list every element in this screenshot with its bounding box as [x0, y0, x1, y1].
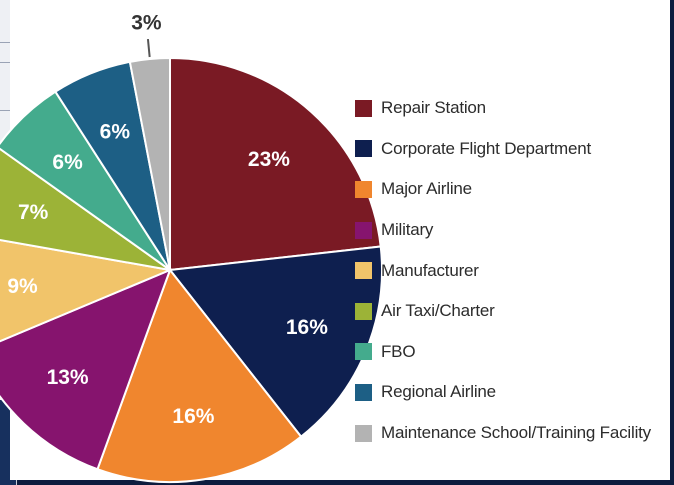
pie-label-maintenance-school-training-facility: 3% [131, 12, 162, 35]
pie-slice-military [0, 268, 172, 471]
legend-label: Repair Station [381, 98, 486, 118]
legend-item-repair-station: Repair Station [355, 88, 651, 129]
pie-label-repair-station: 23% [248, 148, 290, 171]
pie-slices [0, 56, 383, 483]
pie-label-corporate-flight-department: 16% [286, 316, 328, 339]
legend-swatch [355, 180, 372, 198]
legend-item-maintenance-school-training-facility: Maintenance School/Training Facility [355, 413, 651, 454]
legend-label: Major Airline [381, 179, 472, 199]
legend: Repair Station Corporate Flight Departmen… [355, 88, 651, 453]
legend-swatch [355, 221, 372, 239]
legend-item-corporate-flight-department: Corporate Flight Department [355, 129, 651, 170]
pie-label-major-airline: 16% [172, 405, 214, 428]
legend-label: Corporate Flight Department [381, 138, 592, 158]
pie-leader-line [146, 38, 151, 58]
pie-label-air-taxi-charter: 7% [18, 201, 49, 224]
legend-label: Regional Airline [381, 382, 496, 402]
pie-label-manufacturer: 9% [7, 275, 38, 298]
pie-slice-major-airline [96, 267, 303, 483]
legend-label: Maintenance School/Training Facility [381, 423, 651, 443]
legend-swatch [355, 262, 372, 280]
legend-swatch [355, 140, 372, 158]
pie-slice-repair-station [169, 56, 382, 272]
legend-label: Manufacturer [381, 260, 479, 280]
legend-swatch [355, 343, 372, 361]
legend-item-manufacturer: Manufacturer [355, 250, 651, 291]
pie-label-military: 13% [47, 366, 89, 389]
legend-item-regional-airline: Regional Airline [355, 372, 651, 413]
legend-item-air-taxi-charter: Air Taxi/Charter [355, 291, 651, 332]
legend-label: Air Taxi/Charter [381, 301, 495, 321]
legend-item-major-airline: Major Airline [355, 169, 651, 210]
legend-swatch [355, 302, 372, 320]
pie-slice-maintenance-school-training-facility [128, 56, 171, 271]
legend-swatch [355, 99, 372, 117]
legend-label: FBO [381, 341, 416, 361]
legend-label: Military [381, 220, 434, 240]
legend-item-military: Military [355, 210, 651, 251]
legend-item-fbo: FBO [355, 332, 651, 373]
legend-swatch [355, 383, 372, 401]
pie-slice-manufacturer [0, 239, 174, 343]
pie-label-regional-airline: 6% [100, 121, 131, 144]
pie-labels: 23% 16% 16% 13% 9% 7% 6% 6% 3% [7, 12, 328, 428]
legend-swatch [355, 424, 372, 442]
pie-label-fbo: 6% [52, 151, 83, 174]
